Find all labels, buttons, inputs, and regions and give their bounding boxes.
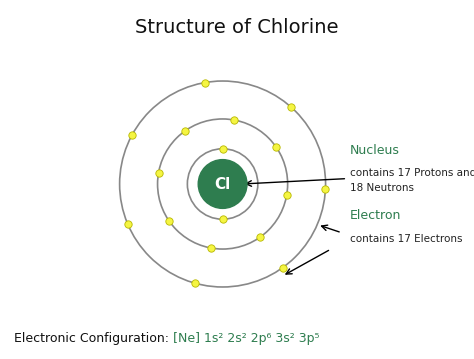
Point bbox=[165, 218, 173, 224]
Point bbox=[283, 192, 291, 198]
Point bbox=[322, 186, 329, 192]
Point bbox=[182, 128, 189, 134]
Point bbox=[230, 117, 237, 123]
Point bbox=[272, 144, 280, 150]
Point bbox=[124, 221, 131, 227]
Text: [Ne] 1s² 2s² 2p⁶ 3s² 3p⁵: [Ne] 1s² 2s² 2p⁶ 3s² 3p⁵ bbox=[173, 332, 320, 345]
Text: Electron: Electron bbox=[350, 209, 401, 222]
Point bbox=[279, 265, 286, 270]
Circle shape bbox=[198, 160, 247, 208]
Text: 18 Neutrons: 18 Neutrons bbox=[350, 183, 414, 193]
Point bbox=[128, 132, 136, 137]
Point bbox=[191, 280, 199, 286]
Point bbox=[287, 104, 294, 109]
Point bbox=[256, 234, 264, 240]
Text: Electronic Configuration:: Electronic Configuration: bbox=[14, 332, 173, 345]
Point bbox=[208, 245, 215, 251]
Text: contains 17 Protons and: contains 17 Protons and bbox=[350, 168, 474, 178]
Point bbox=[219, 216, 227, 222]
Text: contains 17 Electrons: contains 17 Electrons bbox=[350, 234, 463, 244]
Point bbox=[219, 146, 227, 151]
Text: Nucleus: Nucleus bbox=[350, 144, 400, 157]
Text: Structure of Chlorine: Structure of Chlorine bbox=[135, 18, 339, 37]
Text: Cl: Cl bbox=[214, 177, 231, 191]
Point bbox=[155, 170, 162, 176]
Point bbox=[201, 80, 209, 85]
